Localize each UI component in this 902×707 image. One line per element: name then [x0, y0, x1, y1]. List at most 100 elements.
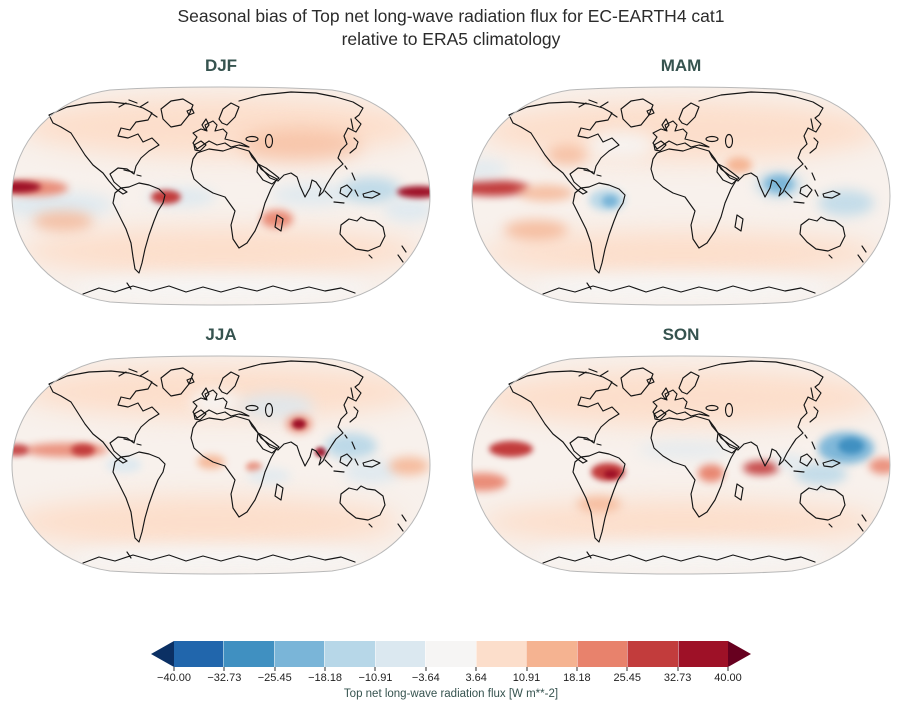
colorbar-tick-mark [727, 667, 729, 671]
map-mam [471, 86, 891, 306]
colorbar-segment [627, 641, 678, 667]
anomaly-blob [795, 463, 847, 485]
anomaly-blob [197, 455, 225, 469]
anomaly-blob [838, 438, 864, 454]
panel-title-djf: DJF [204, 56, 238, 75]
colorbar-segment [475, 641, 527, 667]
colorbar-tick-label: 10.91 [512, 672, 541, 684]
colorbar-tick-mark [173, 667, 175, 671]
colorbar-ticks: −40.00 −32.73 −25.45 −18.18 −10.91 −3.64 3.64 1… [157, 667, 742, 687]
anomaly-field [472, 101, 881, 300]
anomaly-blob [586, 131, 656, 159]
anomaly-blob [577, 496, 621, 512]
figure-title-line2: relative to ERA5 climatology [341, 29, 561, 50]
colorbar-segments [174, 641, 728, 667]
panel-title-son: SON [662, 325, 700, 344]
colorbar-tick-label: 25.45 [613, 672, 642, 684]
panel-jja: JJA [11, 325, 431, 576]
anomaly-blob [325, 433, 377, 459]
anomaly-blob [33, 211, 93, 231]
colorbar: −40.00 −32.73 −25.45 −18.18 −10.91 −3.64 3.64 1… [151, 641, 751, 700]
panel-son: SON [471, 325, 891, 576]
anomaly-blob [531, 542, 831, 568]
anomaly-blob [389, 457, 429, 475]
colorbar-tick-label: 40.00 [714, 672, 742, 684]
colorbar-over-arrow [728, 641, 751, 667]
anomaly-blob [818, 190, 874, 216]
anomaly-blob [384, 198, 430, 222]
figure-title-line1: Seasonal bias of Top net long-wave radia… [177, 6, 725, 26]
anomaly-blob [21, 227, 421, 275]
anomaly-blob [489, 441, 533, 457]
colorbar-tick-mark [576, 667, 578, 671]
colorbar-segment [677, 641, 728, 667]
colorbar-tick-label: −40.00 [157, 672, 191, 684]
colorbar-segment [223, 641, 274, 667]
anomaly-blob [341, 177, 401, 203]
colorbar-tick-mark [223, 667, 225, 671]
anomaly-blob [151, 190, 181, 204]
colorbar-tick-mark [374, 667, 376, 671]
anomaly-blob [12, 496, 401, 548]
anomaly-blob [604, 470, 618, 478]
anomaly-blob [12, 444, 29, 456]
anomaly-blob [106, 457, 142, 473]
panel-title-mam: MAM [660, 56, 702, 75]
anomaly-blob [292, 419, 306, 429]
anomaly-blob [726, 157, 752, 173]
anomaly-blob [12, 181, 41, 193]
panel-mam: MAM [471, 56, 891, 307]
colorbar-segment [526, 641, 577, 667]
anomaly-blob [271, 184, 351, 206]
colorbar-label: Top net long-wave radiation flux [W m**-… [343, 688, 559, 700]
colorbar-tick-mark [274, 667, 276, 671]
anomaly-blob [247, 468, 291, 484]
anomaly-blob [481, 500, 881, 544]
anomaly-blob [698, 464, 724, 482]
anomaly-blob [764, 175, 794, 193]
anomaly-blob [12, 192, 114, 218]
anomaly-blob [343, 460, 399, 484]
panel-grid: DJF MAM JJA [11, 56, 891, 576]
colorbar-segment [174, 641, 224, 667]
anomaly-blob [518, 185, 574, 201]
anomaly-blob [261, 210, 293, 228]
map-jja [11, 355, 431, 575]
anomaly-blob [504, 220, 568, 240]
colorbar-bar [151, 641, 751, 667]
anomaly-blob [238, 393, 314, 419]
anomaly-blob [481, 231, 881, 275]
anomaly-field [472, 370, 890, 568]
anomaly-blob [472, 180, 529, 196]
anomaly-blob [775, 454, 807, 470]
colorbar-tick-label: 3.64 [465, 672, 487, 684]
colorbar-tick-label: −25.45 [257, 672, 292, 684]
map-son [471, 355, 891, 575]
anomaly-blob [71, 546, 371, 570]
colorbar-under-arrow [151, 641, 174, 667]
anomaly-blob [531, 274, 831, 300]
colorbar-tick-label: −18.18 [308, 672, 343, 684]
colorbar-tick-mark [626, 667, 628, 671]
colorbar-tick-label: 32.73 [663, 672, 692, 684]
anomaly-blob [472, 159, 507, 179]
colorbar-segment [273, 641, 325, 667]
colorbar-tick-label: −32.73 [207, 672, 242, 684]
anomaly-blob [71, 444, 95, 456]
colorbar-segment [374, 641, 426, 667]
anomaly-blob [869, 458, 890, 474]
colorbar-tick-mark [475, 667, 477, 671]
panel-djf: DJF [11, 56, 431, 307]
colorbar-tick-mark [425, 667, 427, 671]
anomaly-blob [602, 195, 618, 207]
colorbar-segment [324, 641, 375, 667]
map-djf [11, 86, 431, 306]
colorbar-tick-mark [526, 667, 528, 671]
colorbar-tick-mark [677, 667, 679, 671]
anomaly-blob [71, 275, 371, 301]
colorbar-segment [576, 641, 628, 667]
anomaly-blob [472, 473, 507, 491]
colorbar-tick-label: −3.64 [411, 672, 440, 684]
anomaly-blob [481, 101, 881, 161]
anomaly-field [12, 366, 429, 570]
